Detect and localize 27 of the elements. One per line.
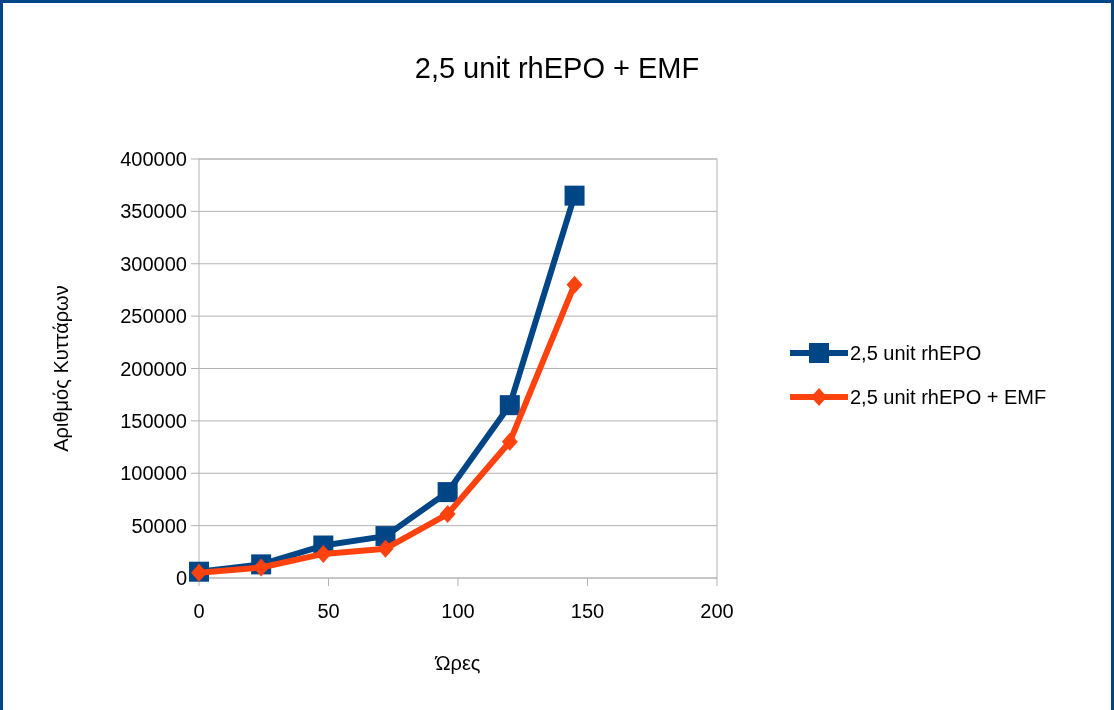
point: [499, 395, 520, 416]
point: [564, 185, 585, 206]
y-tick-label: 50000: [131, 514, 187, 537]
point: [439, 505, 456, 524]
x-tick-label: 0: [193, 600, 205, 622]
y-tick-label: 250000: [120, 305, 187, 328]
legend-label: 2,5 unit rhEPO: [850, 342, 982, 364]
x-tick-label: 50: [317, 600, 340, 622]
y-tick-label: 0: [175, 567, 187, 589]
x-tick-label: 100: [441, 600, 475, 622]
y-tick-label: 400000: [120, 148, 187, 170]
point: [377, 539, 394, 558]
x-tick-label: 150: [570, 600, 605, 622]
y-tick-label: 300000: [120, 252, 187, 275]
y-tick-label: 200000: [120, 357, 187, 380]
point: [437, 482, 458, 503]
y-tick-label: 150000: [120, 409, 187, 432]
point: [501, 432, 518, 451]
point: [566, 275, 583, 294]
y-tick-label: 350000: [120, 200, 187, 223]
chart-title: 2,5 unit rhEPO + EMF: [414, 52, 700, 84]
y-tick-label: 100000: [120, 462, 187, 485]
y-axis-title: Αριθμός Κυττάρων: [50, 285, 72, 452]
x-axis-title: Ώρες: [434, 652, 481, 674]
x-tick-label: 200: [700, 600, 734, 622]
legend-label: 2,5 unit rhEPO + EMF: [850, 386, 1047, 408]
point: [315, 544, 332, 563]
